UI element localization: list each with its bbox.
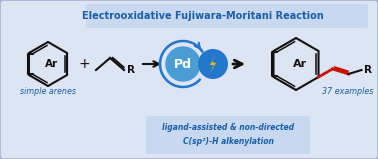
- Text: simple arenes: simple arenes: [20, 86, 76, 96]
- Text: 37 examples: 37 examples: [322, 86, 374, 96]
- FancyBboxPatch shape: [86, 4, 368, 28]
- Polygon shape: [209, 53, 216, 75]
- FancyBboxPatch shape: [146, 116, 310, 154]
- Text: ligand-assisted & non-directed: ligand-assisted & non-directed: [162, 124, 294, 132]
- Text: +: +: [78, 57, 90, 71]
- Circle shape: [198, 49, 228, 79]
- Text: R: R: [364, 65, 372, 75]
- Circle shape: [166, 47, 200, 81]
- Text: Pd: Pd: [174, 58, 192, 70]
- Text: R: R: [127, 65, 135, 75]
- Text: Ar: Ar: [293, 59, 307, 69]
- Text: C(sp²)-H alkenylation: C(sp²)-H alkenylation: [183, 136, 273, 145]
- Text: Electrooxidative Fujiwara-Moritani Reaction: Electrooxidative Fujiwara-Moritani React…: [82, 11, 324, 21]
- Text: Ar: Ar: [45, 59, 59, 69]
